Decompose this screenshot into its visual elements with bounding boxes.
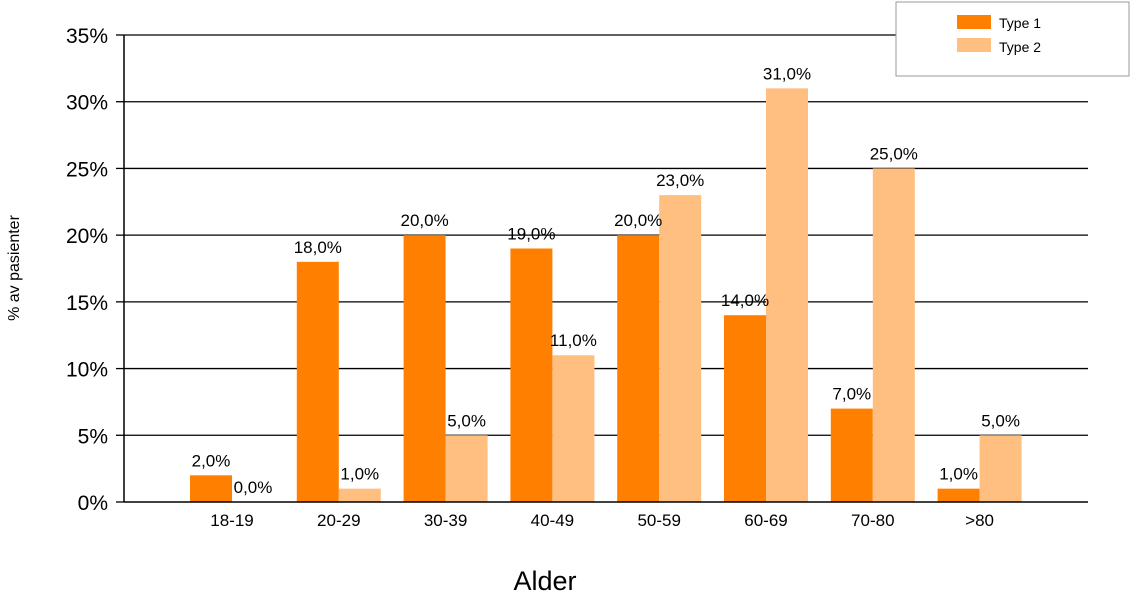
bar-type-1 bbox=[190, 475, 232, 502]
data-label: 11,0% bbox=[550, 331, 597, 350]
x-tick-label: >80 bbox=[965, 511, 994, 530]
x-axis-title: Alder bbox=[513, 566, 576, 596]
legend-label-type-1: Type 1 bbox=[999, 15, 1041, 31]
x-tick-label: 20-29 bbox=[317, 511, 360, 530]
bar-type-2 bbox=[979, 435, 1022, 502]
y-tick-label: 0% bbox=[78, 492, 108, 515]
data-label: 5,0% bbox=[981, 411, 1020, 430]
legend-box bbox=[895, 1, 1130, 77]
y-axis-title: % av pasienter bbox=[6, 214, 23, 321]
data-label: 19,0% bbox=[507, 224, 555, 243]
bar-type-2 bbox=[445, 435, 488, 502]
bar-type-1 bbox=[296, 261, 339, 502]
data-label: 5,0% bbox=[447, 411, 486, 430]
y-tick-label: 20% bbox=[66, 225, 108, 248]
y-tick-label: 5% bbox=[78, 425, 108, 448]
legend-swatch-type-1 bbox=[957, 15, 991, 29]
bar-type-1 bbox=[830, 408, 873, 502]
data-label: 1,0% bbox=[939, 465, 978, 484]
bar-type-1 bbox=[403, 235, 446, 502]
x-axis-categories: 18-19 20-29 30-39 40-49 50-59 60-69 70-80 >80 bbox=[210, 511, 994, 530]
data-label: 1,0% bbox=[340, 465, 379, 484]
x-tick-label: 18-19 bbox=[210, 511, 253, 530]
x-tick-label: 70-80 bbox=[851, 511, 894, 530]
data-label: 25,0% bbox=[870, 144, 918, 163]
x-tick-label: 30-39 bbox=[424, 511, 467, 530]
bar-type-2 bbox=[766, 88, 808, 502]
legend-swatch-type-2 bbox=[957, 38, 991, 52]
legend-label-type-2: Type 2 bbox=[999, 39, 1041, 55]
gridlines bbox=[124, 34, 1088, 436]
y-tick-label: 15% bbox=[66, 292, 108, 315]
y-axis-ticks: 0% 5% 10% 15% 20% 25% 30% 35% bbox=[66, 25, 124, 515]
bar-type-1 bbox=[724, 315, 766, 502]
data-label: 2,0% bbox=[192, 451, 231, 470]
y-tick-label: 35% bbox=[66, 25, 108, 48]
data-label: 0,0% bbox=[234, 478, 273, 497]
data-labels: 2,0%0,0% 18,0% 1,0% 20,0% 5,0% 19,0% 11,0% 20,0… bbox=[192, 64, 1020, 497]
y-tick-label: 25% bbox=[66, 158, 108, 181]
data-label: 18,0% bbox=[294, 238, 342, 257]
bar-type-2 bbox=[338, 488, 381, 502]
x-tick-label: 50-59 bbox=[637, 511, 680, 530]
data-label: 23,0% bbox=[656, 171, 704, 190]
bar-type-1 bbox=[617, 235, 660, 502]
bars bbox=[190, 88, 1022, 502]
data-label: 20,0% bbox=[400, 211, 448, 230]
bar-type-1 bbox=[937, 488, 980, 502]
data-label: 14,0% bbox=[721, 291, 769, 310]
x-tick-label: 60-69 bbox=[744, 511, 787, 530]
y-tick-label: 30% bbox=[66, 92, 108, 115]
bar-type-2 bbox=[872, 168, 915, 502]
data-label: 7,0% bbox=[832, 385, 871, 404]
bar-type-1 bbox=[510, 248, 553, 502]
data-label: 31,0% bbox=[763, 64, 811, 83]
bar-type-2 bbox=[552, 355, 595, 502]
legend: Type 1 Type 2 bbox=[895, 1, 1130, 77]
x-tick-label: 40-49 bbox=[531, 511, 574, 530]
y-tick-label: 10% bbox=[66, 359, 108, 382]
bar-type-2 bbox=[659, 195, 702, 502]
data-label: 20,0% bbox=[614, 211, 662, 230]
